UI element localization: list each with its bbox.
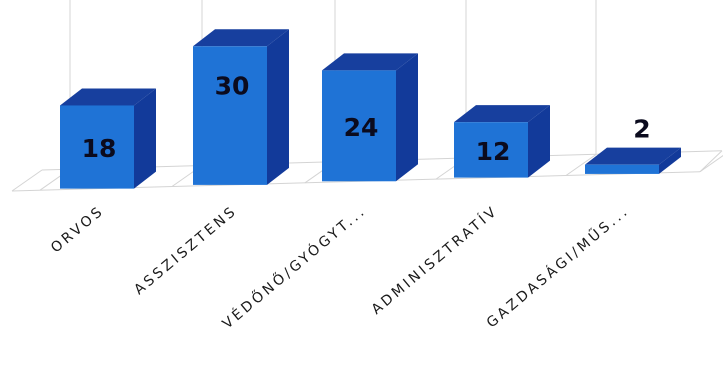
bar-side-face (267, 29, 289, 185)
bar-3 (322, 53, 418, 182)
category-label-2: ASSZISZTENS (131, 203, 240, 298)
bar-top-face (322, 53, 418, 71)
bar-front-face (60, 105, 134, 189)
bar-front-face (322, 70, 396, 182)
category-label-3: VÉDŐNŐ/GYÓGYT... (218, 201, 369, 332)
data-label-5: 2 (633, 115, 650, 144)
data-label-1: 18 (82, 134, 117, 163)
bar-2 (193, 29, 289, 185)
chart-data-labels: 18 30 24 12 2 (82, 71, 651, 166)
floor-separator (699, 155, 723, 173)
floor-right-edge (699, 150, 723, 173)
bar-top-face (454, 105, 550, 123)
bar-5 (585, 147, 681, 174)
bar-front-face (585, 164, 659, 174)
bar-4 (454, 105, 550, 178)
bar-front-face (454, 122, 528, 178)
data-label-3: 24 (344, 113, 379, 142)
category-label-4: ADMINISZTRATÍV (368, 202, 502, 318)
bar-side-face (659, 147, 681, 174)
bar-side-face (396, 53, 418, 182)
bar-top-face (193, 29, 289, 47)
data-label-2: 30 (215, 71, 250, 100)
data-label-4: 12 (476, 137, 511, 166)
bar-top-face (60, 88, 156, 106)
bar-1 (60, 88, 156, 189)
bar-front-face (193, 46, 267, 185)
chart-bars (60, 29, 681, 189)
bar-top-face (585, 147, 681, 165)
bar-side-face (528, 105, 550, 178)
bar-side-face (134, 88, 156, 189)
floor-separator (565, 154, 597, 176)
category-label-1: ORVOS (48, 203, 107, 257)
floor-left-edge (11, 169, 43, 192)
category-label-5: GAZDASÁGI/MŰS... (482, 201, 632, 331)
